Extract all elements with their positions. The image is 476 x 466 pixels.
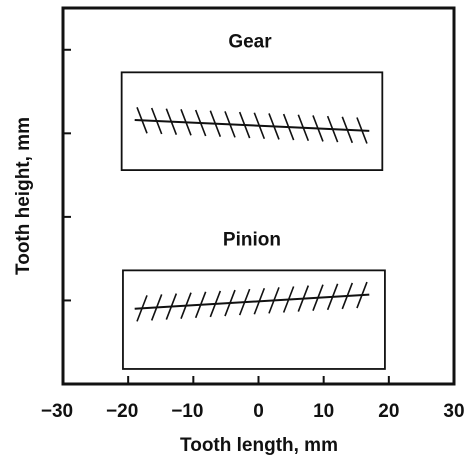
hatch	[253, 287, 266, 315]
hatch	[150, 294, 163, 321]
hatch	[194, 109, 207, 137]
hatch	[312, 284, 324, 311]
hatch	[341, 282, 354, 310]
contact-line	[134, 293, 370, 310]
hatch	[238, 111, 251, 139]
hatch	[136, 107, 148, 134]
hatch	[136, 295, 148, 322]
x-tick-label: 20	[378, 401, 399, 422]
hatch	[297, 285, 310, 312]
x-tick-label: −20	[106, 401, 138, 422]
hatch	[312, 115, 324, 142]
hatch	[150, 107, 163, 135]
hatch	[341, 116, 354, 144]
hatch	[180, 109, 192, 136]
hatch	[209, 290, 222, 318]
hatch	[165, 293, 178, 320]
pattern-label: Gear	[228, 31, 272, 52]
hatch	[326, 283, 339, 311]
hatch	[282, 113, 295, 141]
x-axis-label: Tooth length, mm	[180, 435, 338, 456]
pattern-box	[120, 71, 384, 171]
x-tick-label: 30	[443, 401, 464, 422]
hatch	[253, 112, 266, 140]
contact-line	[134, 118, 370, 132]
hatch	[194, 291, 207, 319]
hatch	[326, 115, 339, 143]
hatch	[238, 288, 251, 316]
y-axis-label: Tooth height, mm	[13, 117, 34, 275]
x-tick-label: 0	[253, 401, 264, 422]
x-tick-label: −30	[41, 401, 73, 422]
pattern-label: Pinion	[223, 229, 281, 250]
x-tick-label: 10	[313, 401, 334, 422]
hatch	[356, 117, 368, 144]
pattern-box	[122, 269, 386, 370]
hatch	[297, 114, 310, 142]
hatch	[268, 287, 280, 314]
hatch	[268, 113, 280, 140]
plot-frame	[61, 6, 456, 386]
x-tick-label: −10	[171, 401, 203, 422]
hatch	[356, 281, 368, 309]
hatch	[209, 110, 222, 137]
hatch	[224, 289, 236, 317]
hatch	[180, 292, 192, 319]
hatch	[224, 111, 236, 138]
hatch	[165, 108, 178, 135]
hatch	[282, 286, 295, 313]
